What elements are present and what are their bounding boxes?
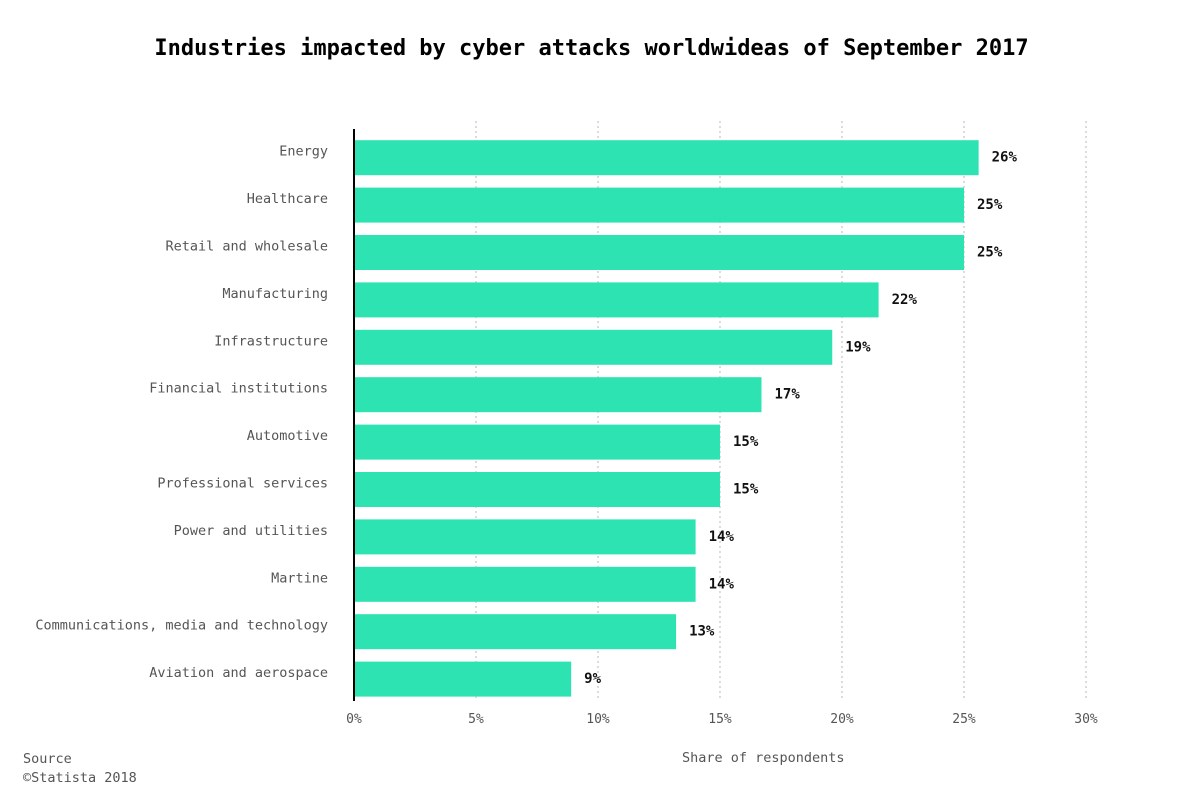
value-label: 19% — [845, 339, 871, 355]
category-label: Infrastructure — [214, 333, 328, 349]
value-label: 14% — [709, 529, 735, 545]
value-label: 17% — [774, 387, 800, 403]
bar — [354, 424, 720, 460]
source-note: Source ©Statista 2018 — [23, 750, 137, 788]
bar — [354, 566, 696, 602]
bar — [354, 519, 696, 555]
x-tick-label: 5% — [468, 712, 484, 727]
x-tick-label: 0% — [346, 712, 362, 727]
x-tick-label: 10% — [586, 712, 610, 727]
x-tick-label: 15% — [708, 712, 732, 727]
bar — [354, 282, 879, 318]
bar — [354, 329, 833, 365]
bars — [354, 140, 979, 697]
value-label: 22% — [892, 292, 918, 308]
value-label: 25% — [977, 245, 1003, 261]
category-label: Communications, media and technology — [35, 618, 328, 634]
value-label: 15% — [733, 482, 759, 498]
bar — [354, 472, 720, 507]
category-label: Retail and wholesale — [165, 239, 328, 255]
bar — [354, 614, 677, 650]
chart-title: Industries impacted by cyber attacks wor… — [154, 36, 1029, 61]
bar — [354, 235, 964, 270]
value-label: 9% — [584, 671, 601, 687]
category-label: Aviation and aerospace — [149, 665, 328, 681]
bar — [354, 140, 979, 176]
source-label: Source — [23, 751, 72, 767]
category-label: Automotive — [247, 428, 328, 444]
bar — [354, 187, 964, 223]
category-label: Financial institutions — [149, 381, 328, 397]
category-labels: Energy Healthcare Retail and wholesale Manu… — [35, 144, 328, 681]
value-label: 15% — [733, 434, 759, 450]
category-label: Power and utilities — [174, 523, 328, 539]
category-label: Martine — [271, 570, 328, 586]
value-label: 14% — [709, 576, 735, 592]
category-label: Manufacturing — [222, 286, 328, 302]
x-tick-label: 30% — [1074, 712, 1098, 727]
source-credit: ©Statista 2018 — [23, 770, 137, 786]
x-tick-labels: 0% 5% 10% 15% 20% 25% 30% — [346, 712, 1098, 727]
bar — [354, 661, 572, 697]
category-label: Professional services — [157, 476, 328, 492]
category-label: Energy — [279, 144, 328, 160]
x-tick-label: 25% — [952, 712, 976, 727]
x-tick-label: 20% — [830, 712, 854, 727]
category-label: Healthcare — [247, 191, 328, 207]
value-labels: 26% 25% 25% 22% 19% 17% 15% 15% 14% 14% 13% 9% — [584, 150, 1017, 687]
value-label: 25% — [977, 197, 1003, 213]
value-label: 13% — [689, 624, 715, 640]
bar — [354, 377, 762, 413]
value-label: 26% — [992, 150, 1018, 166]
x-axis-title: Share of respondents — [682, 750, 845, 766]
